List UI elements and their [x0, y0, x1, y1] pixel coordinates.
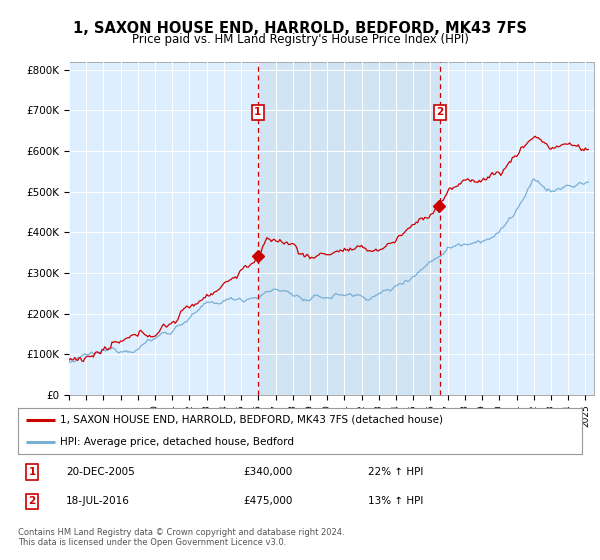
Text: 1: 1: [254, 108, 262, 118]
Text: HPI: Average price, detached house, Bedford: HPI: Average price, detached house, Bedf…: [60, 437, 295, 447]
Text: 13% ↑ HPI: 13% ↑ HPI: [368, 496, 423, 506]
Text: 1, SAXON HOUSE END, HARROLD, BEDFORD, MK43 7FS: 1, SAXON HOUSE END, HARROLD, BEDFORD, MK…: [73, 21, 527, 36]
Text: Price paid vs. HM Land Registry's House Price Index (HPI): Price paid vs. HM Land Registry's House …: [131, 33, 469, 46]
Text: 22% ↑ HPI: 22% ↑ HPI: [368, 467, 423, 477]
Text: 18-JUL-2016: 18-JUL-2016: [66, 496, 130, 506]
Text: 1, SAXON HOUSE END, HARROLD, BEDFORD, MK43 7FS (detached house): 1, SAXON HOUSE END, HARROLD, BEDFORD, MK…: [60, 414, 443, 424]
Text: 2: 2: [28, 496, 36, 506]
Text: 2: 2: [436, 108, 443, 118]
Text: 1: 1: [28, 467, 36, 477]
Text: £475,000: £475,000: [244, 496, 293, 506]
Text: 20-DEC-2005: 20-DEC-2005: [66, 467, 134, 477]
Bar: [258, 62, 440, 395]
Text: £340,000: £340,000: [244, 467, 293, 477]
Text: Contains HM Land Registry data © Crown copyright and database right 2024.
This d: Contains HM Land Registry data © Crown c…: [18, 528, 344, 548]
